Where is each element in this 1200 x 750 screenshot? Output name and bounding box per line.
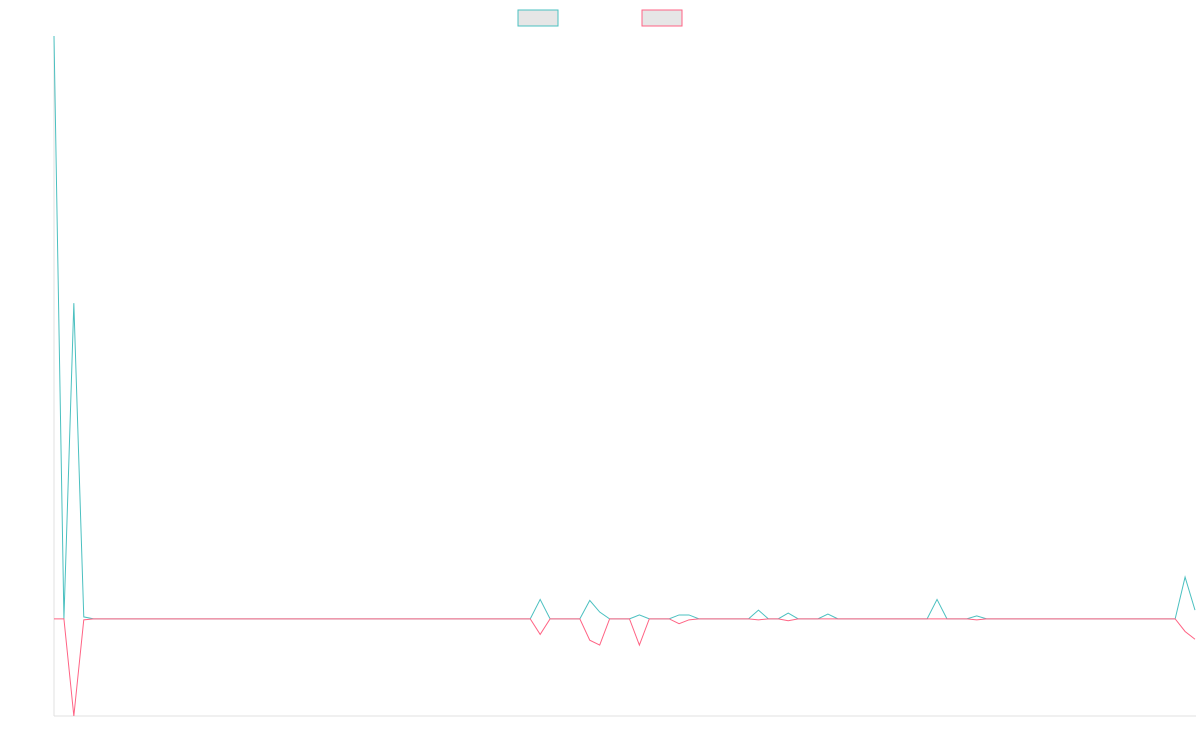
legend-item[interactable]: [517, 9, 559, 27]
series-line: [54, 618, 1196, 717]
series-line: [53, 35, 1196, 620]
legend-item[interactable]: [641, 9, 683, 27]
